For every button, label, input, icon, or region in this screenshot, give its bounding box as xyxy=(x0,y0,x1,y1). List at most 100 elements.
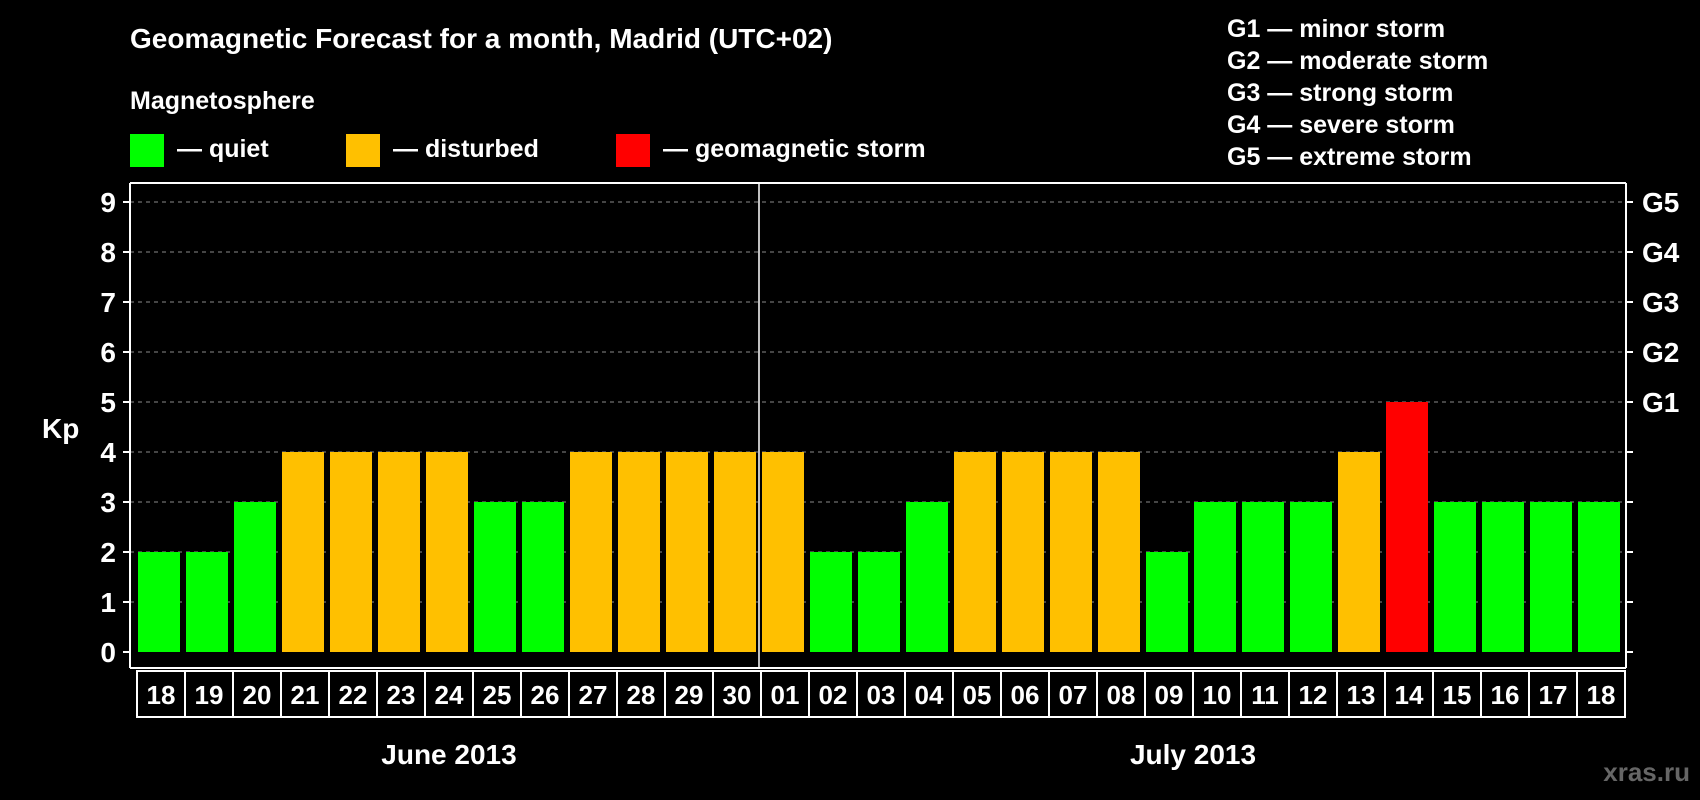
day-label-14: 02 xyxy=(819,680,848,710)
axes xyxy=(129,182,1627,669)
day-label-10: 28 xyxy=(627,680,656,710)
month-labels: June 2013 July 2013 xyxy=(381,739,1256,770)
bar-28 xyxy=(1482,502,1524,652)
bars xyxy=(138,402,1620,652)
y-tick-label-1: 1 xyxy=(100,587,116,618)
storm-level-label-2: G3 xyxy=(1642,287,1679,318)
day-label-1: 19 xyxy=(195,680,224,710)
day-label-25: 13 xyxy=(1347,680,1376,710)
day-label-8: 26 xyxy=(531,680,560,710)
storm-scale-item-1: G2 — moderate storm xyxy=(1227,47,1488,75)
bar-30 xyxy=(1578,502,1620,652)
day-label-3: 21 xyxy=(291,680,320,710)
day-label-2: 20 xyxy=(243,680,272,710)
day-label-20: 08 xyxy=(1107,680,1136,710)
day-cell-30 xyxy=(1576,670,1626,718)
bar-4 xyxy=(330,452,372,652)
chart-title: Geomagnetic Forecast for a month, Madrid… xyxy=(130,23,832,54)
day-label-26: 14 xyxy=(1395,680,1424,710)
bar-29 xyxy=(1530,502,1572,652)
legend-label-1: — disturbed xyxy=(393,135,539,163)
day-label-18: 06 xyxy=(1011,680,1040,710)
storm-scale-item-3: G4 — severe storm xyxy=(1227,111,1455,139)
bar-14 xyxy=(810,552,852,652)
legend-title: Magnetosphere xyxy=(130,87,315,115)
y-tick-label-4: 4 xyxy=(100,437,116,468)
y-tick-label-6: 6 xyxy=(100,337,116,368)
day-label-27: 15 xyxy=(1443,680,1472,710)
bar-5 xyxy=(378,452,420,652)
day-label-4: 22 xyxy=(339,680,368,710)
bar-16 xyxy=(906,502,948,652)
bar-6 xyxy=(426,452,468,652)
day-label-15: 03 xyxy=(867,680,896,710)
month-label-1: July 2013 xyxy=(1130,739,1256,770)
y-axis-label: Kp xyxy=(42,413,79,444)
legend-swatch-1 xyxy=(346,134,380,167)
bar-25 xyxy=(1338,452,1380,652)
bar-3 xyxy=(282,452,324,652)
bar-20 xyxy=(1098,452,1140,652)
bar-24 xyxy=(1290,502,1332,652)
bar-9 xyxy=(570,452,612,652)
storm-scale-legend: G1 — minor storm G2 — moderate storm G3 — … xyxy=(1227,15,1488,171)
storm-scale-item-4: G5 — extreme storm xyxy=(1227,143,1472,171)
legend-label-2: — geomagnetic storm xyxy=(663,135,926,163)
day-label-21: 09 xyxy=(1155,680,1184,710)
day-label-0: 18 xyxy=(147,680,176,710)
y-tick-label-9: 9 xyxy=(100,187,116,218)
y-tick-label-8: 8 xyxy=(100,237,116,268)
day-label-7: 25 xyxy=(483,680,512,710)
day-label-19: 07 xyxy=(1059,680,1088,710)
watermark: xras.ru xyxy=(1603,757,1690,787)
day-label-29: 17 xyxy=(1539,680,1568,710)
legend-swatch-2 xyxy=(616,134,650,167)
day-label-11: 29 xyxy=(675,680,704,710)
legend-swatch-0 xyxy=(130,134,164,167)
day-label-16: 04 xyxy=(915,680,944,710)
bar-22 xyxy=(1194,502,1236,652)
bar-1 xyxy=(186,552,228,652)
bar-18 xyxy=(1002,452,1044,652)
bar-0 xyxy=(138,552,180,652)
y-tick-label-7: 7 xyxy=(100,287,116,318)
storm-scale-item-0: G1 — minor storm xyxy=(1227,15,1445,43)
storm-level-label-4: G5 xyxy=(1642,187,1679,218)
day-label-9: 27 xyxy=(579,680,608,710)
bar-7 xyxy=(474,502,516,652)
day-label-5: 23 xyxy=(387,680,416,710)
y-tick-labels: 0 1 2 3 4 5 6 7 8 9 xyxy=(100,187,130,668)
day-label-28: 16 xyxy=(1491,680,1520,710)
storm-level-label-1: G2 xyxy=(1642,337,1679,368)
bar-13 xyxy=(762,452,804,652)
day-label-6: 24 xyxy=(435,680,464,710)
y-tick-label-5: 5 xyxy=(100,387,116,418)
day-label-13: 01 xyxy=(771,680,800,710)
bar-12 xyxy=(714,452,756,652)
day-label-30: 18 xyxy=(1587,680,1616,710)
storm-scale-item-2: G3 — strong storm xyxy=(1227,79,1453,107)
bar-15 xyxy=(858,552,900,652)
bar-17 xyxy=(954,452,996,652)
day-label-12: 30 xyxy=(723,680,752,710)
day-label-23: 11 xyxy=(1251,680,1279,710)
bar-27 xyxy=(1434,502,1476,652)
storm-level-label-3: G4 xyxy=(1642,237,1680,268)
storm-level-tick-labels: G1 G2 G3 G4 G5 xyxy=(1626,187,1680,653)
bar-11 xyxy=(666,452,708,652)
legend-label-0: — quiet xyxy=(177,135,269,163)
bar-8 xyxy=(522,502,564,652)
month-label-0: June 2013 xyxy=(381,739,516,770)
y-tick-label-3: 3 xyxy=(100,487,116,518)
y-tick-label-0: 0 xyxy=(100,637,116,668)
bar-23 xyxy=(1242,502,1284,652)
bar-10 xyxy=(618,452,660,652)
storm-level-label-0: G1 xyxy=(1642,387,1679,418)
legend: — quiet — disturbed — geomagnetic storm xyxy=(130,134,926,167)
bar-2 xyxy=(234,502,276,652)
bar-19 xyxy=(1050,452,1092,652)
day-label-17: 05 xyxy=(963,680,992,710)
day-labels: 18 19 20 21 22 23 24 25 26 27 28 29 30 01 02 03 04 05 06 07… xyxy=(136,670,1626,718)
day-label-22: 10 xyxy=(1203,680,1232,710)
